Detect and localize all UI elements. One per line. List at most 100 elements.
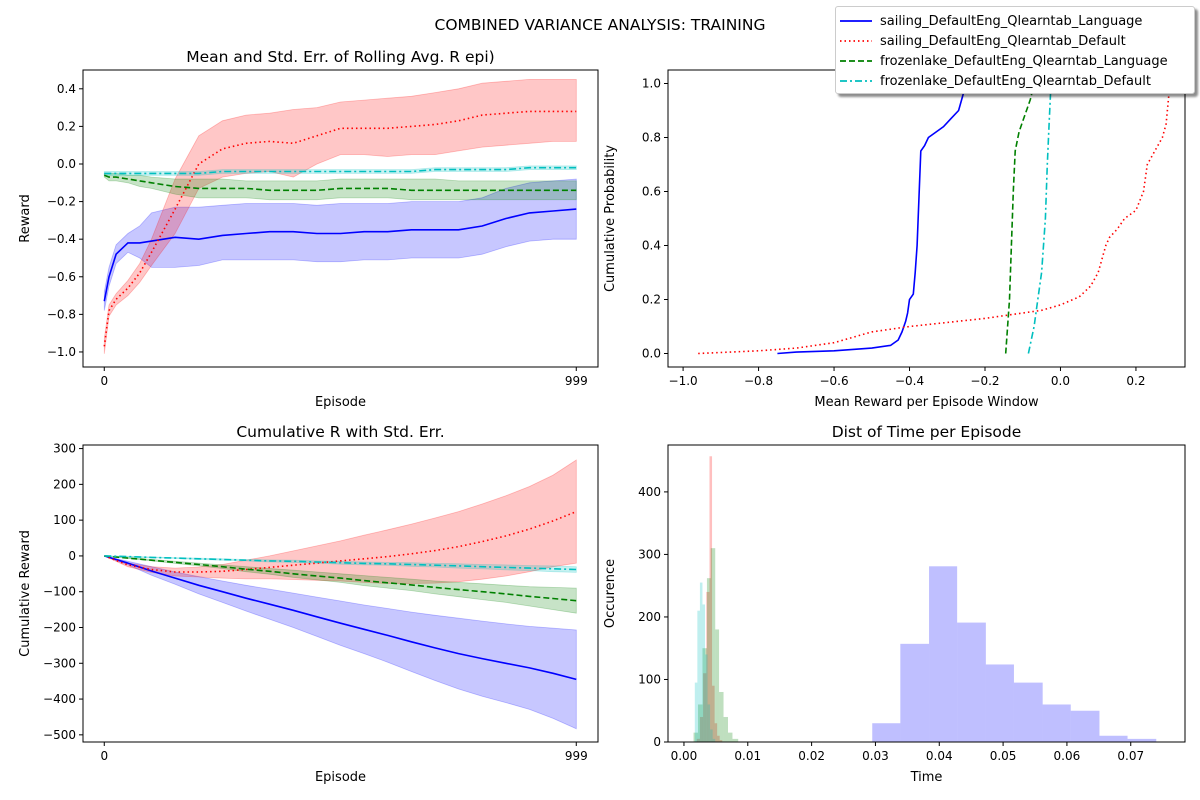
legend-line-icon <box>840 20 872 22</box>
histogram-bar <box>1070 710 1100 742</box>
histogram-bar <box>702 604 706 742</box>
y-axis-label: Cumulative Probability <box>603 145 618 292</box>
histogram-bar <box>702 648 707 742</box>
histogram-bar <box>710 729 713 742</box>
legend-entry: frozenlake_DefaultEng_Qlearntab_Default <box>836 71 1194 91</box>
series-line <box>104 174 577 192</box>
histogram-bar <box>1099 735 1128 742</box>
legend-label: sailing_DefaultEng_Qlearntab_Language <box>880 14 1143 29</box>
figure-suptitle: COMBINED VARIANCE ANALYSIS: TRAINING <box>435 16 766 34</box>
y-tick-label: 200 <box>638 610 661 624</box>
series-line <box>104 166 577 175</box>
legend-line-icon <box>840 60 872 62</box>
histogram-bar <box>727 732 733 742</box>
histogram-bar <box>1042 704 1071 742</box>
axes-frame <box>667 69 1186 368</box>
std-err-band <box>104 555 577 614</box>
x-tick-label: 0 <box>100 374 108 388</box>
y-tick-label: −500 <box>43 728 76 742</box>
y-tick-label: 100 <box>638 672 661 686</box>
y-tick-label: 0.6 <box>642 185 661 199</box>
histogram-bar <box>705 654 708 742</box>
x-tick-label: 0.03 <box>862 749 889 763</box>
histogram-bar <box>732 738 739 742</box>
y-tick-label: −400 <box>43 692 76 706</box>
series-line <box>103 110 577 347</box>
std-err-band <box>103 178 577 311</box>
x-axis-label: Mean Reward per Episode Window <box>814 395 1039 410</box>
y-axis-label: Cumulative Reward <box>18 530 33 657</box>
x-tick-label: 0.2 <box>1126 374 1145 388</box>
y-tick-label: 300 <box>638 547 661 561</box>
x-tick-label: 0.04 <box>926 749 953 763</box>
histogram-bar <box>872 723 901 742</box>
y-tick-label: 0 <box>653 735 661 749</box>
x-tick-label: 0.01 <box>734 749 761 763</box>
y-tick-label: 200 <box>53 477 76 491</box>
x-tick-label: 0.02 <box>798 749 825 763</box>
histogram-bar <box>719 691 724 742</box>
subplot-2: −1.0 −0.8 −0.6 −0.4 −0.2 0.0 0.2 0.0 0.2 0.4 0.6 0.… <box>603 48 1186 410</box>
std-err-band <box>103 165 577 176</box>
plot-area <box>693 456 1157 742</box>
series-line <box>104 555 577 571</box>
series-line <box>777 83 967 355</box>
y-tick-label: 300 <box>53 442 76 456</box>
histogram-bar <box>712 685 715 742</box>
subplot-title: Dist of Time per Episode <box>832 423 1022 441</box>
axes-frame <box>82 69 599 368</box>
x-tick-label: 0.06 <box>1054 749 1081 763</box>
y-tick-label: −0.2 <box>47 195 76 209</box>
x-axis-label: Episode <box>315 395 366 410</box>
legend-label: frozenlake_DefaultEng_Qlearntab_Default <box>880 74 1151 89</box>
y-axis-label: Occurence <box>603 559 618 628</box>
series-line <box>103 208 577 302</box>
std-err-band <box>104 459 577 584</box>
histogram-bar <box>714 723 718 742</box>
y-tick-label: 0.0 <box>57 157 76 171</box>
y-tick-label: −0.6 <box>47 270 76 284</box>
legend-entry: frozenlake_DefaultEng_Qlearntab_Language <box>836 51 1194 71</box>
histogram-bar <box>712 738 716 742</box>
legend-line-icon <box>840 40 872 42</box>
y-tick-label: 1.0 <box>642 77 661 91</box>
legend-entry: sailing_DefaultEng_Qlearntab_Default <box>836 31 1194 51</box>
y-tick-label: −0.8 <box>47 307 76 321</box>
histogram-bar <box>715 629 720 742</box>
histogram-bar <box>929 566 958 742</box>
x-tick-label: −0.8 <box>744 374 773 388</box>
histogram-bar <box>900 643 930 742</box>
legend: sailing_DefaultEng_Qlearntab_Language sa… <box>835 6 1195 94</box>
subplot-4: 0.00 0.01 0.02 0.03 0.04 0.05 0.06 0.07 0 100 200 3… <box>603 423 1186 785</box>
y-tick-label: 0 <box>68 549 76 563</box>
legend-label: frozenlake_DefaultEng_Qlearntab_Language <box>880 54 1168 69</box>
y-tick-label: −100 <box>43 585 76 599</box>
histogram-bar <box>1013 682 1043 742</box>
x-tick-label: 0.00 <box>671 749 698 763</box>
histogram-bar <box>703 673 707 742</box>
histogram-bar <box>710 548 716 742</box>
histogram-bar <box>697 610 700 742</box>
histogram-bar <box>699 716 704 742</box>
std-err-band <box>103 173 577 201</box>
histogram-bar <box>694 682 698 742</box>
x-axis-label: Time <box>910 770 943 785</box>
y-tick-label: −1.0 <box>47 345 76 359</box>
histogram-bar <box>706 578 711 742</box>
std-err-band <box>104 555 577 573</box>
x-tick-label: −0.4 <box>895 374 924 388</box>
histogram-bar <box>706 591 710 742</box>
x-tick-label: 0.05 <box>990 749 1017 763</box>
series-line <box>104 510 577 573</box>
y-tick-label: 0.8 <box>642 131 661 145</box>
x-tick-label: 0.07 <box>1117 749 1144 763</box>
series-line <box>104 555 577 602</box>
series-line <box>1027 83 1052 354</box>
x-tick-label: −0.6 <box>819 374 848 388</box>
histogram-bar <box>699 582 703 742</box>
x-tick-label: 0.0 <box>1051 374 1070 388</box>
histogram-bar <box>709 456 713 742</box>
y-tick-label: 0.2 <box>642 293 661 307</box>
histogram-bar <box>719 740 723 742</box>
